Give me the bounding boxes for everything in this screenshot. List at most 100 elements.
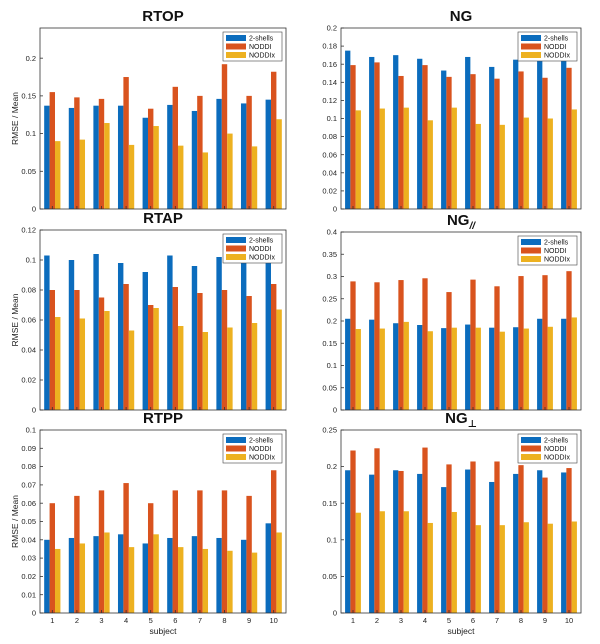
bar-noddi-subject-6: [470, 74, 476, 209]
bar-2-shells-subject-4: [117, 534, 124, 613]
y-tick-label: 0.12: [322, 96, 337, 105]
bar-2-shells-subject-7: [191, 536, 198, 613]
legend-label-2-shells: 2-shells: [249, 238, 274, 245]
y-tick-label: 0.04: [322, 168, 337, 177]
bar-noddi-subject-7: [494, 461, 500, 613]
y-tick-label: 0.08: [322, 132, 337, 141]
bar-2-shells-subject-3: [93, 254, 99, 410]
bar-noddi-subject-8: [518, 71, 524, 209]
bar-noddix-subject-1: [355, 512, 361, 613]
legend-swatch-2-shells: [226, 237, 246, 243]
bar-noddi-subject-1: [350, 281, 356, 410]
bar-noddix-subject-3: [104, 123, 110, 209]
bar-2-shells-subject-2: [369, 474, 375, 613]
chart-title-main: RTOP: [142, 8, 183, 25]
legend-swatch-noddi: [521, 43, 541, 50]
legend-label-2-shells: 2-shells: [249, 36, 274, 43]
bar-noddix-subject-10: [571, 109, 577, 209]
legend-label-noddix: NODDIx: [544, 53, 571, 60]
y-axis-label: RMSE / Mean: [10, 293, 20, 346]
bar-noddi-subject-8: [221, 290, 228, 410]
bar-noddi-subject-9: [246, 296, 252, 410]
legend-swatch-noddix: [226, 52, 246, 58]
bar-noddi-subject-10: [566, 468, 572, 613]
y-tick-label: 0.18: [322, 42, 337, 51]
bar-noddi-subject-5: [147, 108, 154, 209]
legend-swatch-2-shells: [226, 35, 246, 41]
bar-noddi-subject-2: [74, 495, 80, 613]
bar-noddi-subject-2: [74, 290, 80, 410]
bar-noddi-subject-10: [270, 71, 277, 210]
y-tick-label: 0.1: [327, 361, 337, 370]
bar-noddi-subject-6: [172, 287, 178, 410]
bar-noddix-subject-8: [227, 550, 233, 613]
bar-noddi-subject-8: [518, 276, 524, 410]
bar-noddix-subject-3: [403, 107, 409, 209]
y-tick-label: 0.14: [322, 78, 337, 87]
chart-panel-2: NG 0 0.02 0.04 0.06 0.08 0.1 0.12 0.14 0.16 0.18 0.…: [322, 8, 582, 214]
y-tick-label: 0.04: [21, 346, 36, 355]
bar-2-shells-subject-9: [537, 318, 543, 410]
legend-label-noddix: NODDIx: [544, 257, 571, 264]
bar-noddix-subject-9: [547, 118, 553, 209]
bar-2-shells-subject-3: [93, 105, 99, 209]
bar-noddi-subject-5: [147, 305, 154, 410]
legend-swatch-noddi: [521, 445, 541, 452]
y-tick-label: 0.1: [327, 114, 337, 123]
x-tick-label: 7: [198, 616, 202, 625]
y-tick-label: 0.4: [327, 228, 337, 237]
legend-swatch-noddi: [521, 247, 541, 254]
bar-noddix-subject-6: [475, 123, 481, 209]
bar-2-shells-subject-2: [369, 319, 375, 410]
bar-noddix-subject-4: [427, 522, 433, 613]
legend-label-2-shells: 2-shells: [249, 438, 274, 445]
bar-noddix-subject-2: [379, 511, 385, 613]
bar-noddi-subject-9: [246, 495, 252, 613]
bar-noddi-subject-2: [374, 62, 380, 209]
bar-noddix-subject-1: [55, 548, 61, 613]
bar-noddix-subject-10: [276, 119, 282, 209]
bar-noddix-subject-6: [178, 326, 184, 410]
x-tick-label: 2: [375, 616, 379, 625]
bar-noddi-subject-6: [172, 490, 178, 613]
bar-noddix-subject-7: [499, 525, 505, 613]
bar-noddix-subject-7: [202, 152, 209, 209]
bar-2-shells-subject-8: [216, 537, 222, 613]
bar-2-shells-subject-2: [68, 537, 75, 613]
bar-noddix-subject-7: [499, 331, 505, 410]
y-tick-label: 0.06: [21, 316, 36, 325]
y-tick-label: 0.03: [21, 554, 36, 563]
y-tick-label: 0.1: [26, 256, 36, 265]
legend-swatch-2-shells: [226, 437, 246, 443]
y-tick-label: 0: [32, 406, 36, 415]
bar-2-shells-subject-5: [142, 117, 148, 209]
x-tick-label: 8: [519, 616, 523, 625]
bar-2-shells-subject-10: [561, 472, 567, 613]
y-tick-label: 0.07: [21, 481, 36, 490]
bar-noddix-subject-5: [153, 308, 159, 410]
x-tick-label: 9: [543, 616, 547, 625]
legend-swatch-noddix: [521, 52, 541, 58]
bar-noddi-subject-1: [350, 65, 356, 209]
x-tick-label: 3: [399, 616, 403, 625]
bar-noddix-subject-1: [55, 141, 61, 210]
bar-noddix-subject-3: [403, 511, 409, 613]
bar-2-shells-subject-10: [265, 260, 271, 410]
bar-2-shells-subject-8: [513, 327, 519, 410]
bar-noddi-subject-7: [197, 95, 203, 210]
bar-noddi-subject-7: [197, 490, 203, 613]
bar-noddi-subject-5: [446, 464, 452, 613]
bar-2-shells-subject-3: [93, 536, 99, 613]
chart-title-main: NG: [450, 8, 473, 25]
y-tick-label: 0.06: [21, 499, 36, 508]
bar-2-shells-subject-1: [345, 318, 351, 410]
legend-label-2-shells: 2-shells: [544, 240, 569, 247]
bar-2-shells-subject-7: [489, 481, 495, 613]
bar-noddi-subject-3: [98, 490, 105, 613]
bar-2-shells-subject-9: [537, 50, 543, 209]
bar-noddi-subject-6: [470, 461, 476, 613]
bar-2-shells-subject-6: [465, 324, 471, 410]
